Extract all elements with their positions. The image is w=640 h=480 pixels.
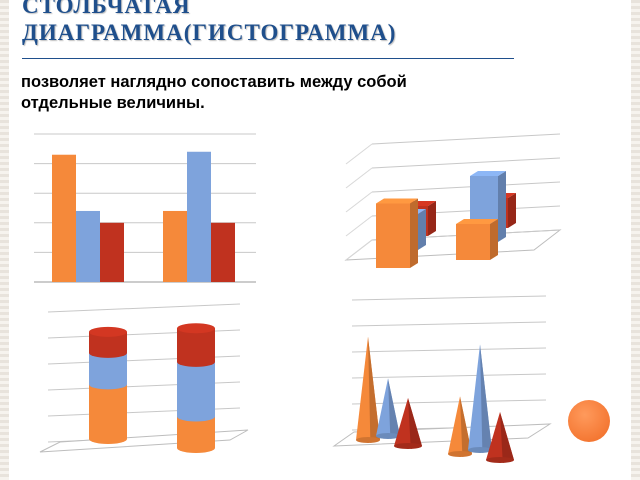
bar	[76, 210, 100, 282]
left-frame-border	[0, 0, 9, 480]
cone	[376, 378, 400, 439]
column-3d	[456, 219, 498, 260]
slide-description: позволяет наглядно сопоставить между соб…	[21, 72, 541, 114]
cylinder-segment	[177, 323, 215, 367]
3d-column-chart	[344, 133, 562, 268]
gridline	[345, 143, 373, 165]
column-3d	[376, 198, 418, 268]
decorative-orange-circle	[568, 400, 610, 442]
slide-title-line2: ДИАГРАММА(ГИСТОГРАММА)	[22, 20, 397, 45]
cone	[486, 412, 514, 463]
cone	[468, 344, 492, 453]
gridline	[371, 181, 561, 193]
bar	[187, 151, 211, 282]
floor	[39, 429, 249, 453]
bar	[211, 222, 235, 282]
slide-title-line1: СТОЛБЧАТАЯ	[22, 0, 191, 18]
gridline	[345, 239, 373, 261]
3d-cone-chart	[332, 295, 552, 463]
bar	[100, 222, 124, 282]
gridline	[371, 157, 561, 169]
slide-title: СТОЛБЧАТАЯ ДИАГРАММА(ГИСТОГРАММА)	[22, 0, 396, 46]
gridline	[351, 321, 547, 327]
gridline	[345, 191, 373, 213]
gridline	[345, 167, 373, 189]
gridline	[47, 303, 241, 313]
description-line2: отдельные величины.	[21, 94, 205, 112]
cylinder-segment	[89, 326, 127, 358]
cone	[394, 398, 422, 449]
cone	[356, 336, 380, 443]
bar	[163, 210, 187, 282]
clustered-bar-chart	[34, 133, 256, 283]
gridline	[351, 399, 547, 405]
stacked-cylinder-chart	[39, 303, 249, 453]
gridline	[351, 295, 547, 301]
title-underline	[22, 58, 514, 59]
description-line1: позволяет наглядно сопоставить между соб…	[21, 73, 407, 91]
right-frame-border	[631, 0, 640, 480]
bar	[52, 154, 76, 282]
gridline	[371, 133, 561, 145]
gridline	[351, 347, 547, 353]
gridline	[351, 373, 547, 379]
gridline	[345, 215, 373, 237]
